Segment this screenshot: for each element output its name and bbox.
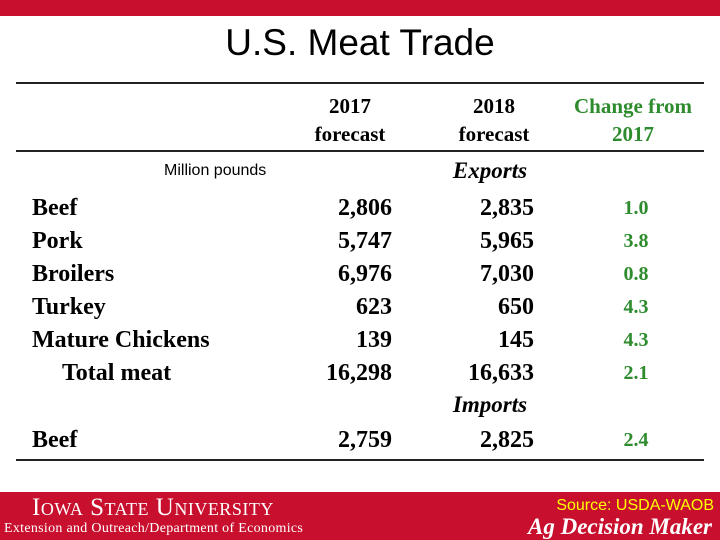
value-2017: 16,298 (326, 360, 392, 386)
table-top-rule (16, 82, 704, 84)
value-2017: 6,976 (338, 261, 392, 287)
header-change-from-2017: Change from 2017 (560, 92, 706, 148)
header-2018-forecast: 2018 forecast (444, 92, 544, 148)
imports-section-label: Imports (452, 392, 528, 417)
value-2018: 650 (498, 294, 534, 320)
table-row: Beef 2,806 2,835 1.0 (0, 192, 720, 225)
row-label: Turkey (32, 294, 106, 320)
value-2017: 5,747 (338, 228, 392, 254)
value-2017: 2,759 (338, 427, 392, 453)
top-accent-bar (0, 0, 720, 16)
value-2017: 139 (356, 327, 392, 353)
department-text: Extension and Outreach/Department of Eco… (4, 521, 304, 536)
exports-section-label: Exports (452, 158, 528, 183)
value-2018: 2,825 (480, 427, 534, 453)
source-note: Source: USDA-WAOB (556, 497, 714, 514)
row-label: Beef (32, 195, 78, 221)
ag-decision-maker-logo: Ag Decision Maker (528, 514, 712, 539)
change-value: 4.3 (623, 296, 649, 318)
header-2017-forecast: 2017 forecast (300, 92, 400, 148)
units-label: Million pounds (164, 162, 267, 179)
header-2018-line1: 2018 (473, 94, 515, 118)
table-row: Broilers 6,976 7,030 0.8 (0, 258, 720, 291)
change-value: 1.0 (623, 197, 649, 219)
header-change-line1: Change from (573, 94, 693, 118)
table-header-rule (16, 150, 704, 152)
change-value: 4.3 (623, 329, 649, 351)
change-value: 2.1 (623, 362, 649, 384)
value-2018: 2,835 (480, 195, 534, 221)
table-bottom-rule (16, 459, 704, 461)
header-change-line2: 2017 (612, 122, 654, 146)
row-label: Pork (32, 228, 83, 254)
value-2018: 5,965 (480, 228, 534, 254)
total-row: Total meat 16,298 16,633 2.1 (0, 357, 720, 390)
table-row: Turkey 623 650 4.3 (0, 291, 720, 324)
value-2017: 623 (356, 294, 392, 320)
change-value: 3.8 (623, 230, 649, 252)
header-2017-line1: 2017 (329, 94, 371, 118)
table-row: Beef 2,759 2,825 2.4 (0, 424, 720, 457)
footer-bar (0, 492, 720, 540)
value-2018: 16,633 (468, 360, 534, 386)
row-label: Mature Chickens (32, 327, 210, 353)
row-label: Total meat (62, 360, 172, 386)
change-value: 0.8 (623, 263, 649, 285)
change-value: 2.4 (623, 429, 649, 451)
header-2018-line2: forecast (458, 122, 530, 146)
table-row: Pork 5,747 5,965 3.8 (0, 225, 720, 258)
slide-title: U.S. Meat Trade (225, 22, 495, 63)
row-label: Broilers (32, 261, 115, 287)
header-2017-line2: forecast (314, 122, 386, 146)
table-row: Mature Chickens 139 145 4.3 (0, 324, 720, 357)
value-2018: 145 (498, 327, 534, 353)
value-2018: 7,030 (480, 261, 534, 287)
value-2017: 2,806 (338, 195, 392, 221)
university-wordmark: Iowa State University (32, 494, 274, 521)
row-label: Beef (32, 427, 78, 453)
